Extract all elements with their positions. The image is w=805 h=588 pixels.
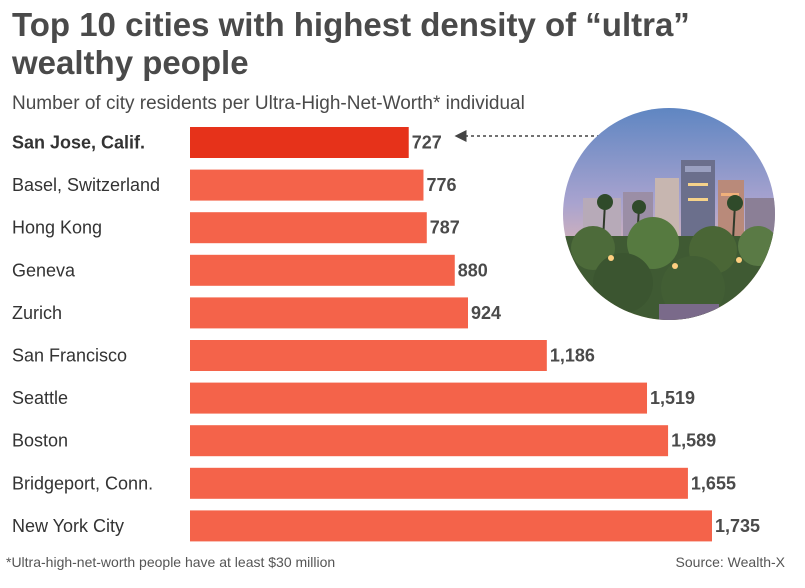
- category-label: San Jose, Calif.: [12, 133, 145, 153]
- category-label: Seattle: [12, 388, 68, 408]
- value-label: 727: [412, 133, 442, 153]
- bar: [190, 510, 712, 542]
- category-label: Basel, Switzerland: [12, 175, 160, 195]
- value-label: 1,589: [671, 431, 716, 451]
- value-label: 787: [430, 218, 460, 238]
- bar: [190, 254, 455, 286]
- category-label: Boston: [12, 431, 68, 451]
- bars-layer: San Jose, Calif. 727 Basel, Switzerland 776…: [12, 127, 760, 542]
- bar: [190, 127, 409, 158]
- bar: [190, 382, 648, 414]
- value-label: 1,655: [691, 473, 736, 493]
- value-label: 1,735: [715, 516, 760, 536]
- chart-title: Top 10 cities with highest density of “u…: [12, 6, 690, 81]
- san-jose-skyline-photo: [563, 108, 775, 320]
- bar: [190, 340, 547, 371]
- bar: [190, 425, 669, 457]
- category-label: San Francisco: [12, 346, 127, 366]
- category-label: Bridgeport, Conn.: [12, 473, 153, 493]
- category-label: Hong Kong: [12, 218, 102, 238]
- value-label: 1,519: [650, 388, 695, 408]
- bar: [190, 169, 424, 201]
- category-label: Geneva: [12, 260, 76, 280]
- value-label: 776: [426, 175, 456, 195]
- footnote: *Ultra-high-net-worth people have at lea…: [6, 554, 336, 570]
- category-label: Zurich: [12, 303, 62, 323]
- bar: [190, 467, 688, 499]
- value-label: 880: [458, 260, 488, 280]
- source-credit: Source: Wealth-X: [675, 554, 785, 570]
- value-label: 1,186: [550, 346, 595, 366]
- category-label: New York City: [12, 516, 124, 536]
- value-label: 924: [471, 303, 501, 323]
- bar: [190, 297, 468, 329]
- chart-subtitle: Number of city residents per Ultra-High-…: [12, 93, 525, 114]
- bar: [190, 212, 427, 244]
- skyline-illustration: [563, 108, 775, 320]
